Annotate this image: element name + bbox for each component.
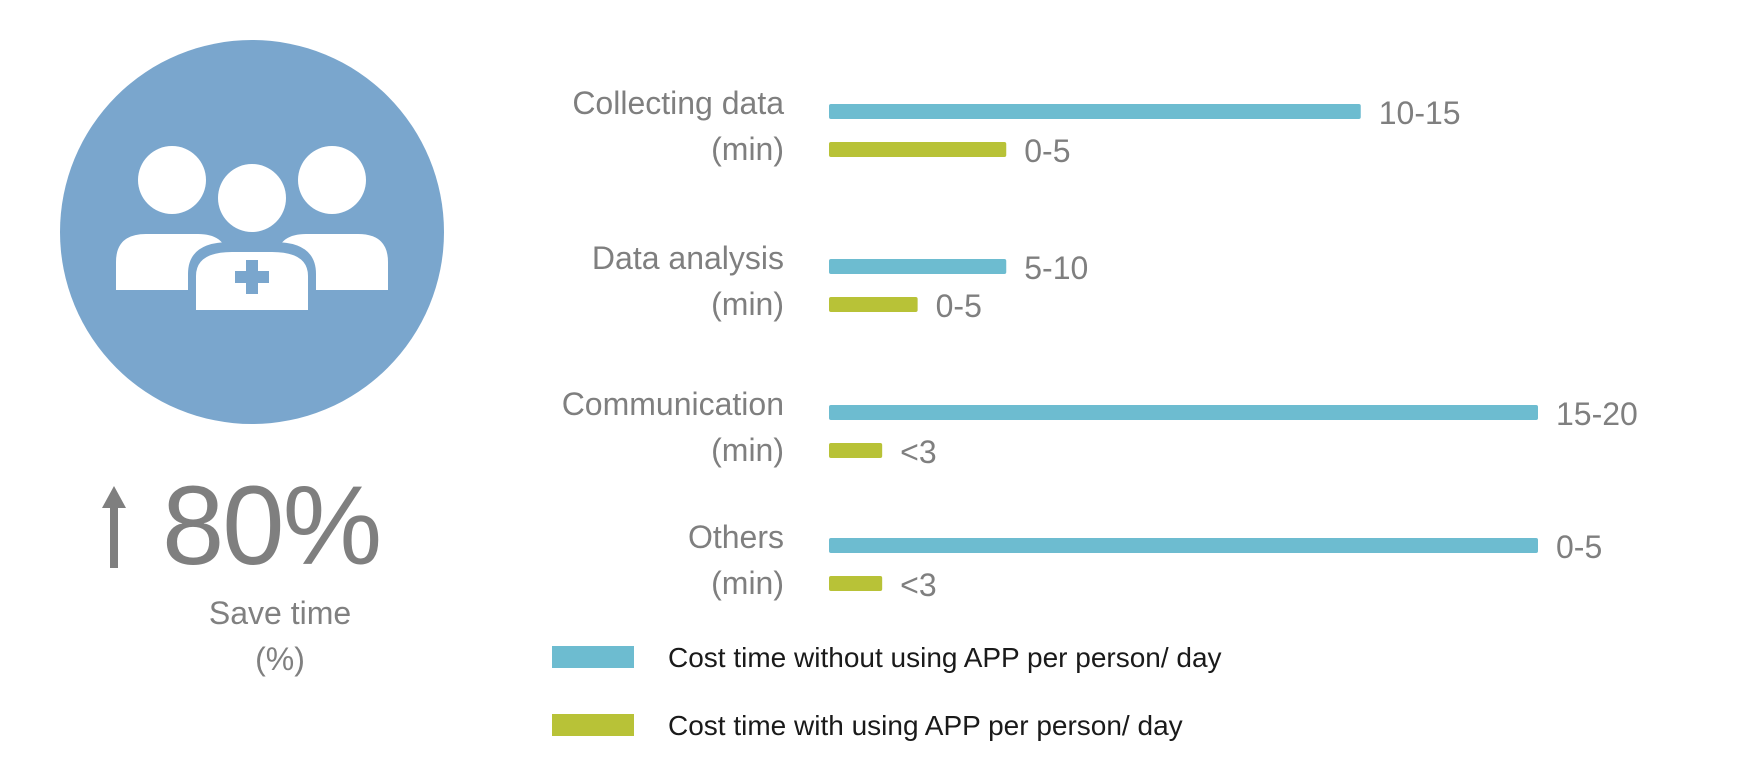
bar-without-app — [829, 538, 1538, 553]
bars — [829, 104, 1538, 591]
stat-label: Save time (%) — [150, 590, 410, 682]
category-label-name: Collecting data — [572, 85, 784, 121]
bar-value-label: 0-5 — [1024, 133, 1070, 169]
category-label-name: Others — [688, 519, 784, 555]
category-label-name: Communication — [562, 386, 784, 422]
bar-value-label: 0-5 — [936, 288, 982, 324]
bar-value-label: <3 — [900, 567, 936, 603]
bar-with-app — [829, 576, 883, 591]
legend-swatch — [552, 714, 634, 736]
value-labels: 10-15 0-5 5-10 0-5 15-20 <3 0-5 <3 — [900, 95, 1638, 603]
category-label-unit: (min) — [711, 565, 784, 601]
legend: Cost time without using APP per person/ … — [552, 642, 1222, 741]
stat-label-line1: Save time — [208, 595, 352, 631]
bar-with-app — [829, 142, 1007, 157]
bar-value-label: 0-5 — [1556, 529, 1602, 565]
category-label-unit: (min) — [711, 286, 784, 322]
legend-swatch — [552, 646, 634, 668]
category-label: Collecting data (min) — [572, 85, 784, 167]
category-labels: Collecting data (min)Data analysis (min)Co… — [562, 85, 785, 601]
stat-panel: 80% Save time (%) — [0, 0, 500, 782]
legend-label: Cost time with using APP per person/ day — [668, 710, 1183, 741]
category-label-unit: (min) — [711, 432, 784, 468]
category-label: Communication (min) — [562, 386, 784, 468]
bar-with-app — [829, 443, 883, 458]
category-label-unit: (min) — [711, 131, 784, 167]
bar-value-label: <3 — [900, 434, 936, 470]
bar-without-app — [829, 104, 1361, 119]
category-label: Others (min) — [688, 519, 784, 601]
category-label-name: Data analysis — [592, 240, 784, 276]
stat-label-line2: (%) — [255, 641, 305, 677]
up-arrow-icon — [102, 486, 126, 568]
category-label: Data analysis (min) — [592, 240, 784, 322]
legend-label: Cost time without using APP per person/ … — [668, 642, 1222, 673]
bar-without-app — [829, 405, 1538, 420]
time-comparison-chart: Collecting data (min)Data analysis (min)Co… — [552, 85, 1638, 741]
bar-with-app — [829, 297, 918, 312]
team-medical-icon — [60, 40, 444, 424]
bar-value-label: 15-20 — [1556, 396, 1638, 432]
bar-value-label: 10-15 — [1379, 95, 1461, 131]
bar-without-app — [829, 259, 1007, 274]
bar-value-label: 5-10 — [1024, 250, 1088, 286]
stat-value: 80% — [162, 463, 382, 588]
